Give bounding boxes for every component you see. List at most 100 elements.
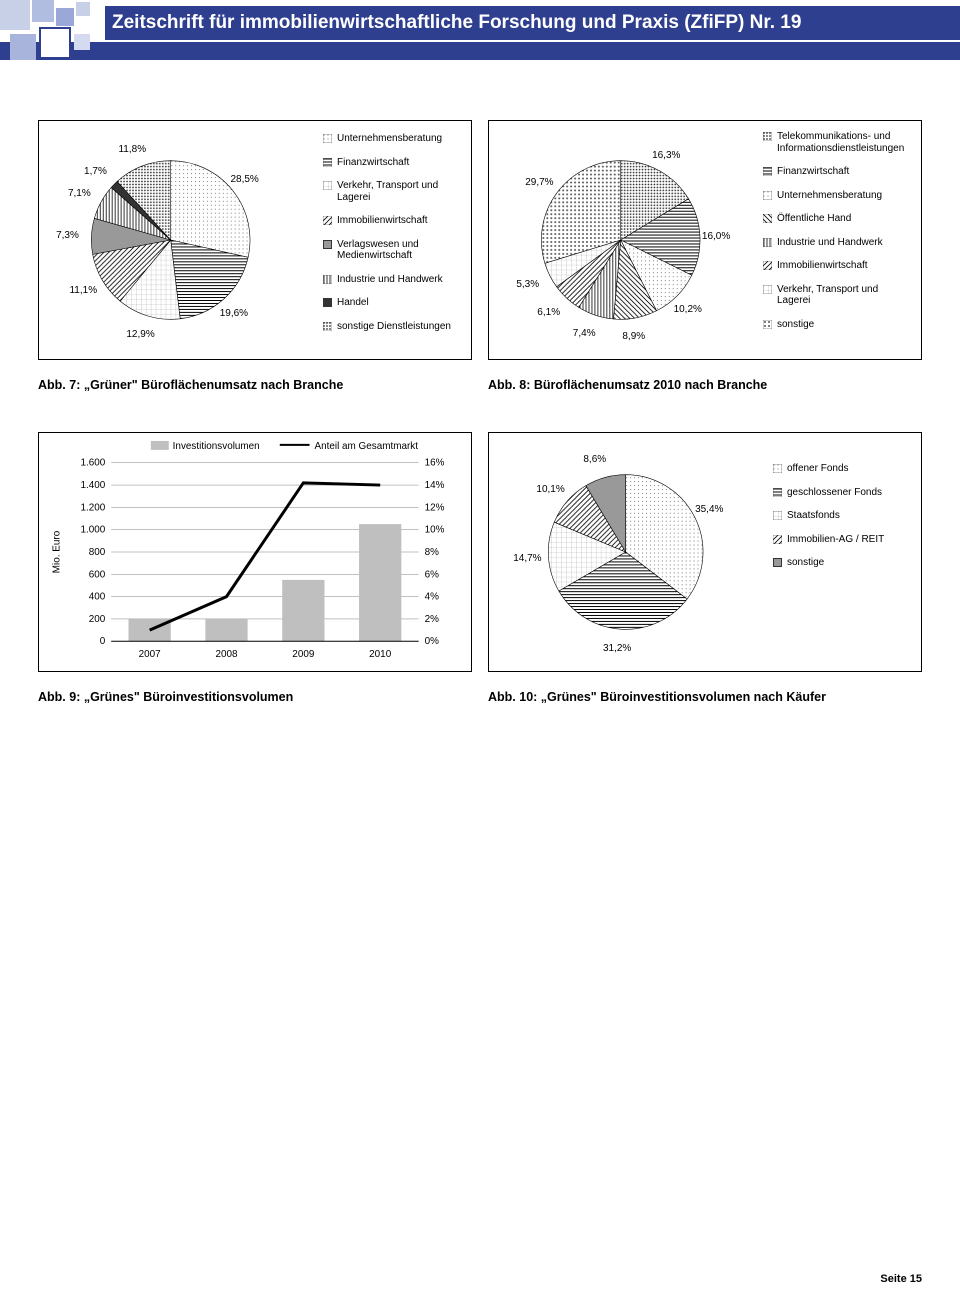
svg-text:600: 600 xyxy=(89,569,106,580)
legend-item: Industrie und Handwerk xyxy=(323,274,463,286)
legend-item: Unternehmensberatung xyxy=(763,190,913,202)
footer-label: Seite xyxy=(880,1273,906,1285)
chart-10-legend: offener Fonds geschlossener Fonds Staatsfo… xyxy=(773,463,913,581)
content-area: Unternehmensberatung Finanzwirtschaft Verk… xyxy=(0,70,960,704)
svg-text:Mio. Euro: Mio. Euro xyxy=(52,530,63,573)
chart-8-legend: Telekommunikations- und Informationsdien… xyxy=(763,131,913,342)
legend-label: Handel xyxy=(337,297,369,309)
svg-text:12%: 12% xyxy=(425,502,445,513)
legend-label: Unternehmensberatung xyxy=(337,133,442,145)
svg-text:200: 200 xyxy=(89,614,106,625)
legend-item: Finanzwirtschaft xyxy=(763,166,913,178)
pie-slice-label: 7,4% xyxy=(573,328,596,339)
svg-text:8%: 8% xyxy=(425,547,440,558)
svg-text:1.000: 1.000 xyxy=(80,525,105,536)
legend-swatch xyxy=(773,558,782,567)
legend-item: Immobilienwirtschaft xyxy=(323,215,463,227)
legend-swatch xyxy=(773,535,782,544)
legend-swatch xyxy=(763,191,772,200)
page-header: Zeitschrift für immobilienwirtschaftlich… xyxy=(0,0,960,70)
legend-swatch xyxy=(323,158,332,167)
legend-swatch xyxy=(763,238,772,247)
legend-swatch xyxy=(323,181,332,190)
chart-row-1: Unternehmensberatung Finanzwirtschaft Verk… xyxy=(38,120,922,360)
legend-label: Industrie und Handwerk xyxy=(777,237,883,249)
legend-label: Immobilienwirtschaft xyxy=(337,215,428,227)
legend-swatch xyxy=(323,322,332,331)
header-deco-squares xyxy=(0,0,105,70)
legend-item: Immobilien-AG / REIT xyxy=(773,534,913,546)
legend-swatch xyxy=(763,285,772,294)
pie-slice-label: 35,4% xyxy=(695,504,723,515)
legend-label: Staatsfonds xyxy=(787,510,840,522)
svg-text:1.200: 1.200 xyxy=(80,502,105,513)
chart-8-panel: Telekommunikations- und Informationsdien… xyxy=(488,120,922,360)
pie-slice-label: 11,8% xyxy=(118,144,146,155)
svg-text:0: 0 xyxy=(100,636,106,647)
svg-text:Investitionsvolumen: Investitionsvolumen xyxy=(173,441,260,452)
legend-label: Verkehr, Transport und Lagerei xyxy=(777,284,913,307)
legend-label: Finanzwirtschaft xyxy=(337,157,409,169)
legend-label: Verlagswesen und Medienwirtschaft xyxy=(337,239,463,262)
legend-swatch xyxy=(763,261,772,270)
svg-text:2009: 2009 xyxy=(292,649,315,660)
svg-text:400: 400 xyxy=(89,592,106,603)
chart-row-2: InvestitionsvolumenAnteil am Gesamtmarkt… xyxy=(38,432,922,672)
caption-row-1: Abb. 7: „Grüner" Büroflächenumsatz nach … xyxy=(38,372,922,392)
legend-swatch xyxy=(763,214,772,223)
svg-text:2010: 2010 xyxy=(369,649,392,660)
pie-slice-label: 12,9% xyxy=(126,329,154,340)
svg-text:2%: 2% xyxy=(425,614,440,625)
pie-slice-label: 10,1% xyxy=(536,484,564,495)
legend-item: Öffentliche Hand xyxy=(763,213,913,225)
legend-item: Immobilienwirtschaft xyxy=(763,260,913,272)
pie-slice-label: 29,7% xyxy=(525,177,553,188)
svg-text:16%: 16% xyxy=(425,458,445,469)
pie-slice-label: 8,6% xyxy=(583,454,606,465)
pie-slice-label: 5,3% xyxy=(516,279,539,290)
legend-item: geschlossener Fonds xyxy=(773,487,913,499)
legend-item: Staatsfonds xyxy=(773,510,913,522)
legend-swatch xyxy=(323,298,332,307)
legend-label: Finanzwirtschaft xyxy=(777,166,849,178)
pie-slice-label: 1,7% xyxy=(84,166,107,177)
pie-slice-label: 28,5% xyxy=(230,174,258,185)
legend-label: offener Fonds xyxy=(787,463,849,475)
legend-label: Öffentliche Hand xyxy=(777,213,851,225)
legend-label: Immobilienwirtschaft xyxy=(777,260,868,272)
chart-8-caption: Abb. 8: Büroflächenumsatz 2010 nach Bran… xyxy=(488,372,922,392)
legend-swatch xyxy=(773,511,782,520)
svg-text:2008: 2008 xyxy=(215,649,238,660)
header-bar xyxy=(0,42,960,60)
chart-7-legend: Unternehmensberatung Finanzwirtschaft Verk… xyxy=(323,133,463,344)
legend-label: Telekommunikations- und Informationsdien… xyxy=(777,131,913,154)
chart-10-caption: Abb. 10: „Grünes" Büroinvestitionsvolume… xyxy=(488,684,922,704)
legend-item: Finanzwirtschaft xyxy=(323,157,463,169)
svg-text:1.600: 1.600 xyxy=(80,458,105,469)
legend-item: Unternehmensberatung xyxy=(323,133,463,145)
legend-item: Telekommunikations- und Informationsdien… xyxy=(763,131,913,154)
pie-slice-label: 11,1% xyxy=(69,285,97,296)
legend-swatch xyxy=(323,216,332,225)
legend-swatch xyxy=(763,167,772,176)
legend-item: sonstige xyxy=(773,557,913,569)
legend-label: sonstige xyxy=(787,557,824,569)
legend-label: Unternehmensberatung xyxy=(777,190,882,202)
pie-slice-label: 31,2% xyxy=(603,643,631,654)
legend-label: Industrie und Handwerk xyxy=(337,274,443,286)
legend-label: Verkehr, Transport und Lagerei xyxy=(337,180,463,203)
svg-text:14%: 14% xyxy=(425,480,445,491)
pie-slice-label: 7,3% xyxy=(56,230,79,241)
pie-slice-label: 7,1% xyxy=(68,188,91,199)
legend-item: Handel xyxy=(323,297,463,309)
chart-10-panel: offener Fonds geschlossener Fonds Staatsfo… xyxy=(488,432,922,672)
chart-7-panel: Unternehmensberatung Finanzwirtschaft Verk… xyxy=(38,120,472,360)
legend-item: offener Fonds xyxy=(773,463,913,475)
legend-label: sonstige Dienstleistungen xyxy=(337,321,451,333)
chart-9-panel: InvestitionsvolumenAnteil am Gesamtmarkt… xyxy=(38,432,472,672)
legend-item: Verlagswesen und Medienwirtschaft xyxy=(323,239,463,262)
legend-item: sonstige xyxy=(763,319,913,331)
page-title: Zeitschrift für immobilienwirtschaftlich… xyxy=(112,12,801,34)
legend-label: sonstige xyxy=(777,319,814,331)
pie-slice-label: 16,3% xyxy=(652,150,680,161)
